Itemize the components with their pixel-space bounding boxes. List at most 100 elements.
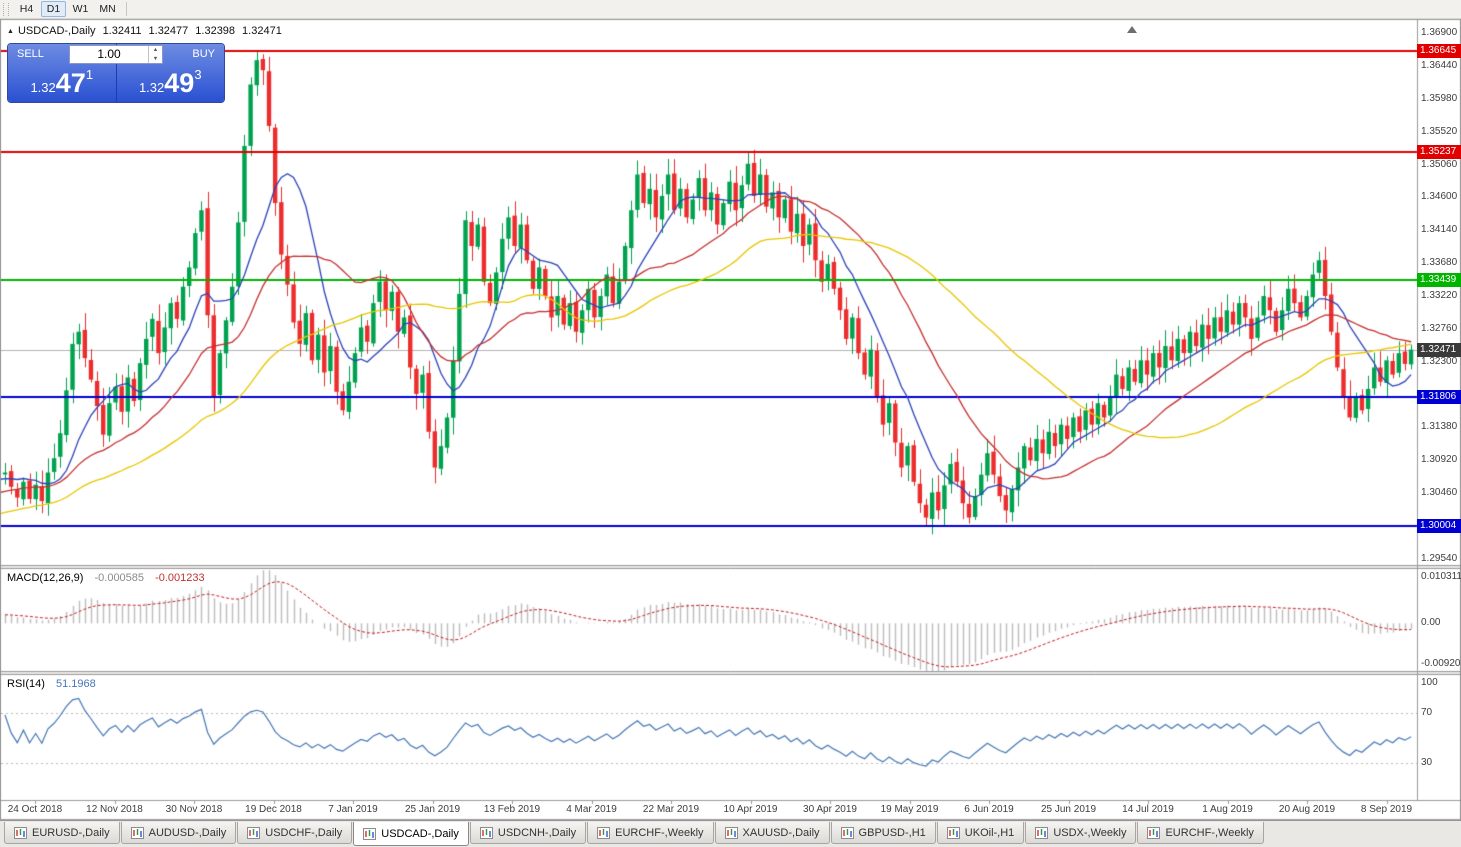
tab-label: EURUSD-,Daily (32, 826, 110, 839)
price-axis-label: 1.32760 (1421, 322, 1458, 334)
price-axis-label: 1.35520 (1421, 125, 1458, 137)
chart-tab-icon (724, 826, 738, 839)
tab-ukoil-h1[interactable]: UKOil-,H1 (936, 822, 1025, 844)
toolbar-grip[interactable] (3, 2, 9, 16)
timeframe-button-h4[interactable]: H4 (14, 1, 39, 17)
buy-price-base: 1.32 (138, 80, 165, 95)
chart-ohlc-readout: ▲ USDCAD-,Daily 1.32411 1.32477 1.32398 … (7, 25, 289, 37)
timeframe-button-w1[interactable]: W1 (68, 1, 93, 17)
hline-price-tag: 1.31806 (1417, 390, 1461, 405)
tab-usdcnh-daily[interactable]: USDCNH-,Daily (469, 822, 587, 844)
macd-axis-zero-label: 0.00 (1421, 617, 1441, 629)
tab-eurchf-weekly[interactable]: EURCHF-,Weekly (1137, 822, 1264, 844)
symbol-marker-icon: ▲ (7, 27, 14, 35)
price-axis-label: 1.34140 (1421, 224, 1458, 236)
date-axis-label: 30 Nov 2018 (165, 804, 223, 815)
tab-gbpusd-h1[interactable]: GBPUSD-,H1 (830, 822, 936, 844)
rsi-axis-label: 70 (1421, 707, 1433, 719)
date-axis-label: 19 Dec 2018 (245, 804, 302, 815)
toolbar-separator (126, 2, 127, 16)
chart-tab-icon (1035, 826, 1049, 839)
date-axis-label: 20 Aug 2019 (1278, 804, 1336, 815)
sell-price-frac: 1 (85, 67, 94, 82)
date-axis-label: 12 Nov 2018 (86, 804, 143, 815)
chart-tab-icon (14, 826, 27, 839)
timeframe-buttons: H4 D1 W1 MN (13, 1, 121, 17)
current-price-tag: 1.32471 (1417, 342, 1461, 357)
sell-price: 1.32 47 1 (8, 64, 116, 102)
buy-button-label: BUY (192, 48, 215, 60)
price-axis-label: 1.32300 (1421, 355, 1458, 367)
tab-label: EURCHF-,Weekly (1165, 826, 1254, 839)
date-axis-label: 14 Jul 2019 (1122, 804, 1174, 815)
chart-shift-marker-icon[interactable] (1127, 26, 1137, 33)
date-axis-label: 6 Jun 2019 (964, 804, 1014, 815)
date-axis-label: 22 Mar 2019 (642, 804, 700, 815)
volume-spinner[interactable]: ▲ ▼ (148, 46, 162, 63)
tab-xauusd-daily[interactable]: XAUUSD-,Daily (714, 822, 830, 844)
tab-eurusd-daily[interactable]: EURUSD-,Daily (4, 822, 120, 844)
chart-tab-bar: EURUSD-,Daily AUDUSD-,Daily USDCHF-,Daily U… (0, 820, 1461, 847)
tab-label: AUDUSD-,Daily (148, 826, 227, 839)
date-axis-label: 19 May 2019 (880, 804, 939, 815)
price-axis-label: 1.36440 (1421, 59, 1458, 71)
date-axis-label: 13 Feb 2019 (483, 804, 541, 815)
volume-up-icon[interactable]: ▲ (152, 47, 159, 54)
date-axis-label: 1 Aug 2019 (1202, 804, 1253, 815)
chart-tab-icon (946, 826, 960, 839)
chart-tab-icon (247, 826, 261, 839)
tab-usdchf-daily[interactable]: USDCHF-,Daily (237, 822, 353, 844)
ohlc-high: 1.32477 (148, 25, 189, 37)
volume-value: 1.00 (97, 47, 121, 61)
hline-price-tag: 1.35237 (1417, 144, 1461, 159)
tab-eurchf-weekly[interactable]: EURCHF-,Weekly (587, 822, 714, 844)
volume-down-icon[interactable]: ▼ (152, 55, 159, 62)
buy-price-pips: 49 (164, 67, 195, 98)
sell-button-label: SELL (17, 48, 44, 60)
timeframe-button-mn[interactable]: MN (95, 1, 120, 17)
date-axis-label: 4 Mar 2019 (566, 804, 617, 815)
price-axis-label: 1.31380 (1421, 421, 1458, 433)
chart-tab-icon (363, 827, 377, 840)
chart-tab-icon (1147, 826, 1161, 839)
chart-tab-icon (840, 826, 854, 839)
macd-axis-max-label: 0.010311 (1421, 571, 1461, 582)
buy-price-frac: 3 (194, 67, 202, 82)
date-axis-label: 10 Apr 2019 (723, 804, 778, 815)
hline-price-tag: 1.33439 (1417, 273, 1461, 288)
tab-label: GBPUSD-,H1 (858, 826, 926, 839)
price-axis-label: 1.30920 (1421, 454, 1458, 466)
tab-usdx-weekly[interactable]: USDX-,Weekly (1025, 822, 1137, 844)
macd-axis-min-label: -0.009203 (1421, 658, 1461, 669)
tab-label: USDX-,Weekly (1053, 826, 1127, 839)
price-axis-label: 1.35060 (1421, 158, 1458, 170)
rsi-indicator-label: RSI(14) 51.1968 (7, 678, 104, 690)
tab-label: EURCHF-,Weekly (615, 826, 704, 839)
ohlc-open: 1.32411 (102, 25, 142, 37)
ohlc-close: 1.32471 (242, 25, 282, 37)
tab-label: USDCHF-,Daily (265, 826, 343, 839)
date-axis-label: 7 Jan 2019 (328, 804, 378, 815)
macd-main-value: -0.000585 (94, 572, 145, 584)
price-axis-label: 1.33220 (1421, 290, 1458, 301)
price-axis-label: 1.34600 (1421, 191, 1458, 203)
tab-label: USDCAD-,Daily (381, 827, 459, 840)
date-axis-label: 30 Apr 2019 (803, 804, 857, 815)
date-axis-label: 25 Jan 2019 (404, 804, 461, 815)
rsi-axis-label: 100 (1421, 677, 1438, 688)
timeframe-toolbar: H4 D1 W1 MN (0, 0, 1461, 19)
timeframe-button-d1[interactable]: D1 (41, 1, 66, 17)
rsi-axis-label: 30 (1421, 756, 1433, 768)
tab-usdcad-daily[interactable]: USDCAD-,Daily (353, 822, 469, 846)
chart-symbol-label: USDCAD-,Daily (17, 25, 96, 37)
volume-input[interactable]: 1.00 ▲ ▼ (69, 45, 163, 64)
macd-indicator-label: MACD(12,26,9) -0.000585 -0.001233 (7, 572, 213, 584)
ohlc-low: 1.32398 (195, 25, 236, 37)
sell-price-pips: 47 (55, 67, 86, 98)
chart-tab-icon (597, 826, 611, 839)
tab-audusd-daily[interactable]: AUDUSD-,Daily (120, 822, 237, 844)
chart-tab-icon (479, 826, 493, 839)
price-axis-label: 1.36900 (1421, 27, 1458, 38)
